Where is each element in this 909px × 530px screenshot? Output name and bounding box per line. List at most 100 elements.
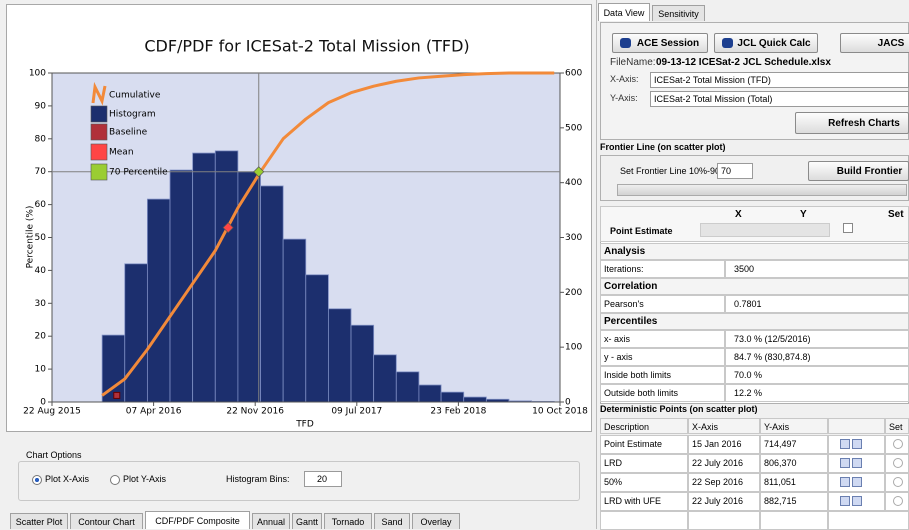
histogram-bar <box>146 198 171 403</box>
frontier-button[interactable]: Build Frontier <box>808 161 909 181</box>
panel-button[interactable]: JCL Quick Calc <box>714 33 818 53</box>
add-icon[interactable] <box>893 439 903 449</box>
y2-tick-label: 400 <box>565 178 582 188</box>
bottom-tab[interactable]: CDF/PDF Composite <box>145 511 250 529</box>
y-tick-label: 90 <box>35 101 47 111</box>
set-box[interactable] <box>843 223 853 233</box>
bottom-tab[interactable]: Overlay <box>412 513 460 529</box>
stats-column: Y <box>800 209 807 220</box>
bottom-tab[interactable]: Contour Chart <box>70 513 143 529</box>
stats-column: X <box>735 209 742 220</box>
chart-options-title: Chart Options <box>24 450 84 460</box>
frontier-label: Set Frontier Line 10%-90% : <box>620 166 734 176</box>
checkbox[interactable] <box>840 458 850 468</box>
deterministic-title: Deterministic Points (on scatter plot) <box>600 404 758 414</box>
frontier-input[interactable]: 70 <box>717 163 753 179</box>
y-tick-label: 20 <box>35 332 47 342</box>
frontier-title: Frontier Line (on scatter plot) <box>600 142 726 152</box>
y2-tick-label: 0 <box>565 398 571 408</box>
det-column: Set <box>885 418 909 434</box>
y-axis-label: Percentile (%) <box>26 206 36 269</box>
panel-tab[interactable]: Sensitivity <box>652 5 705 21</box>
y2-tick-label: 600 <box>565 69 582 79</box>
bins-label: Histogram Bins: <box>226 474 290 484</box>
det-empty-cell <box>688 511 760 530</box>
marker-diamond <box>253 166 265 178</box>
refresh-button[interactable]: Refresh Charts <box>795 112 909 134</box>
bottom-tab[interactable]: Scatter Plot <box>10 513 68 529</box>
bottom-tab[interactable]: Gantt <box>292 513 322 529</box>
y-tick-label: 10 <box>35 365 47 375</box>
file-label: FileName: <box>610 57 656 68</box>
add-icon[interactable] <box>893 458 903 468</box>
point-estimate-label: Point Estimate <box>610 226 673 236</box>
histogram-bar <box>214 150 239 403</box>
bottom-tab[interactable]: Sand <box>374 513 410 529</box>
det-empty-cell <box>600 511 688 530</box>
x-axis-combo[interactable]: ICESat-2 Total Mission (TFD) <box>650 72 909 88</box>
det-icons-header <box>828 418 885 434</box>
legend-swatch <box>90 143 108 161</box>
x-tick-label: 10 Oct 2018 <box>532 407 588 417</box>
y2-tick-label: 300 <box>565 233 582 243</box>
stats-label: y - axis <box>600 348 725 366</box>
panel-button[interactable]: ACE Session <box>612 33 708 53</box>
histogram-bar <box>237 171 261 403</box>
chart-options-group <box>18 461 580 501</box>
bins-spinner[interactable]: 20 <box>304 471 342 487</box>
histogram-bar <box>440 391 465 403</box>
radio-label[interactable]: Plot Y-Axis <box>123 474 167 484</box>
file-name: 09-13-12 ICESat-2 JCL Schedule.xlsx <box>656 57 831 68</box>
legend-swatch <box>90 123 108 141</box>
stats-value: 84.7 % (830,874.8) <box>725 348 909 366</box>
y-axis-combo[interactable]: ICESat-2 Total Mission (Total) <box>650 91 909 107</box>
y-tick-label: 40 <box>35 266 47 276</box>
y-tick-label: 80 <box>35 134 47 144</box>
det-cell: 22 July 2016 <box>688 492 760 511</box>
x-tick-label: 22 Nov 2016 <box>226 407 284 417</box>
checkbox[interactable] <box>840 477 850 487</box>
checkbox[interactable] <box>840 439 850 449</box>
heart-icon <box>620 38 631 48</box>
x-tick-label: 07 Apr 2016 <box>126 407 182 417</box>
stats-label: Pearson's <box>600 295 725 313</box>
y-tick-label: 60 <box>35 200 47 210</box>
stats-value: 70.0 % <box>725 366 909 384</box>
det-cell: 22 Sep 2016 <box>688 473 760 492</box>
checkbox[interactable] <box>852 496 862 506</box>
checkbox[interactable] <box>852 477 862 487</box>
heart-icon <box>722 38 733 48</box>
checkbox[interactable] <box>852 439 862 449</box>
y-tick-label: 50 <box>35 233 47 243</box>
det-cell: 806,370 <box>760 454 828 473</box>
y2-tick-label: 200 <box>565 288 582 298</box>
legend-label: 70 Percentile <box>109 168 168 178</box>
progress-bar <box>617 184 907 196</box>
radio[interactable] <box>110 475 120 485</box>
legend-swatch <box>90 105 108 123</box>
bottom-tab[interactable]: Annual <box>252 513 290 529</box>
add-icon[interactable] <box>893 477 903 487</box>
checkbox[interactable] <box>840 496 850 506</box>
bottom-tab[interactable]: Tornado <box>324 513 372 529</box>
radio[interactable] <box>32 475 42 485</box>
y-tick-label: 100 <box>29 69 46 79</box>
chart-title: CDF/PDF for ICESat-2 Total Mission (TFD) <box>144 37 469 56</box>
histogram-bar <box>463 396 487 403</box>
histogram-bar <box>124 263 148 403</box>
baseline-marker <box>113 391 121 399</box>
section-title: Correlation <box>600 278 909 295</box>
radio-label[interactable]: Plot X-Axis <box>45 474 90 484</box>
stats-label: x- axis <box>600 330 725 348</box>
det-cell: 15 Jan 2016 <box>688 435 760 454</box>
add-icon[interactable] <box>893 496 903 506</box>
det-cell: 50% <box>600 473 688 492</box>
panel-tab[interactable]: Data View <box>598 3 650 21</box>
checkbox[interactable] <box>852 458 862 468</box>
stats-label: Iterations: <box>600 260 725 278</box>
point-estimate-cell <box>700 223 830 237</box>
y-tick-label: 0 <box>40 398 46 408</box>
det-empty-cell <box>760 511 828 530</box>
panel-button[interactable]: JACS <box>840 33 909 53</box>
stats-label: Outside both limits <box>600 384 725 402</box>
